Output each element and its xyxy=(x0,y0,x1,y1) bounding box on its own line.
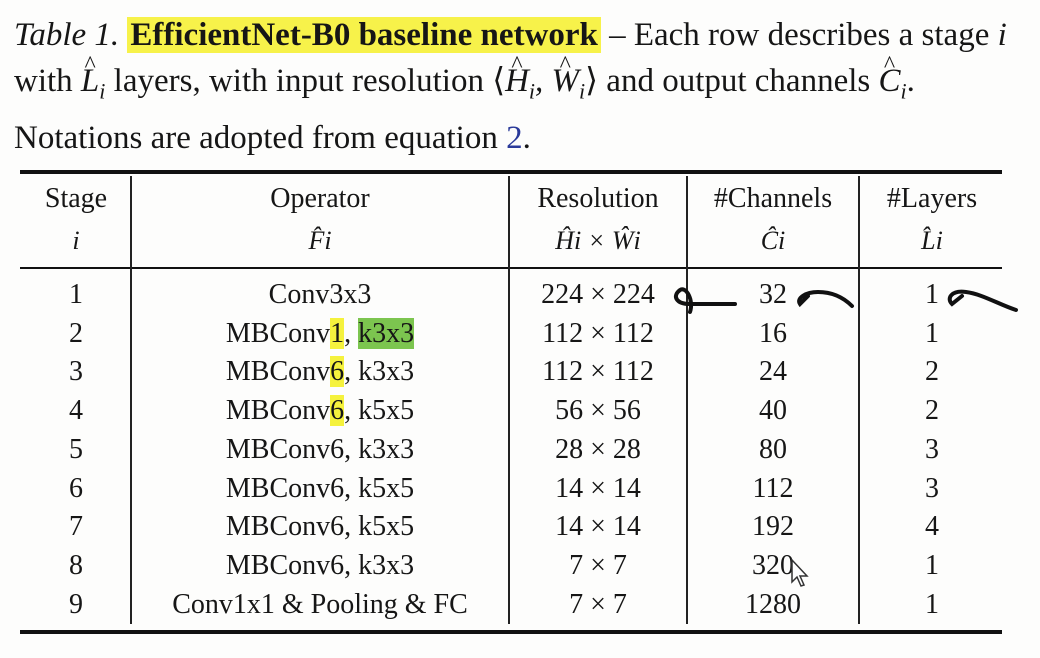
cell-resolution: 28 × 28 xyxy=(555,433,641,465)
cell-resolution: 14 × 14 xyxy=(555,511,641,543)
cell-resolution: 224 × 224 xyxy=(541,279,655,310)
equation-link[interactable]: 2 xyxy=(506,119,523,156)
cell-operator: MBConv6, k5x5 xyxy=(225,511,415,543)
cell-operator: MBConv6, k5x5 xyxy=(225,472,415,504)
caption-var-i: i xyxy=(997,17,1007,53)
cell-layers: 1 xyxy=(925,549,939,581)
cell-resolution: 112 × 112 xyxy=(542,317,654,349)
cell-channels: 80 xyxy=(759,433,787,465)
column-divider xyxy=(130,176,132,624)
table-top-rule xyxy=(20,170,1002,174)
cell-stage: 6 xyxy=(69,472,83,504)
cell-channels: 40 xyxy=(759,395,787,427)
cell-resolution: 14 × 14 xyxy=(555,472,641,504)
cell-resolution: 56 × 56 xyxy=(555,395,641,427)
cell-stage: 4 xyxy=(69,395,83,427)
table-caption: Table 1. EfficientNet-B0 baseline networ… xyxy=(14,12,1029,161)
cell-stage: 8 xyxy=(69,549,83,581)
cell-operator: Conv1x1 & Pooling & FC xyxy=(172,588,468,620)
cell-stage: 3 xyxy=(69,356,83,388)
header-channels: #Channels xyxy=(713,183,833,214)
cell-stage: 2 xyxy=(69,317,83,349)
cell-operator: MBConv6, k3x3 xyxy=(225,433,415,465)
header-layers: #Layers xyxy=(886,183,978,214)
cell-channels: 1280 xyxy=(745,588,801,620)
cell-stage: 9 xyxy=(69,588,83,620)
cell-channels: 16 xyxy=(759,317,787,349)
cell-channels: 112 xyxy=(752,472,794,504)
caption-var-C: Ci xyxy=(878,63,906,104)
caption-title: EfficientNet-B0 baseline network xyxy=(127,17,601,53)
caption-var-L: Li xyxy=(81,63,105,104)
cell-operator: MBConv6, k3x3 xyxy=(225,549,415,581)
table-bottom-rule xyxy=(20,630,1002,634)
cell-layers: 3 xyxy=(925,472,939,504)
header-layers-sub: L̂i xyxy=(921,226,943,255)
cell-resolution: 7 × 7 xyxy=(569,549,627,581)
column-divider xyxy=(858,176,860,624)
cell-channels: 192 xyxy=(752,511,794,543)
cell-channels: 24 xyxy=(759,356,787,388)
cell-layers: 2 xyxy=(925,395,939,427)
cell-layers: 1 xyxy=(925,279,939,310)
cell-stage: 1 xyxy=(69,279,83,310)
cell-operator: MBConv6, k3x3 xyxy=(225,356,415,388)
header-stage: Stage xyxy=(44,183,108,214)
header-operator: Operator xyxy=(270,183,370,214)
header-resolution-sub: Ĥi × Ŵi xyxy=(555,226,641,255)
header-channels-sub: Ĉi xyxy=(760,226,786,255)
cell-layers: 1 xyxy=(925,588,939,620)
column-divider xyxy=(508,176,510,624)
header-resolution: Resolution xyxy=(537,183,659,214)
cell-operator: Conv3x3 xyxy=(268,279,372,310)
cell-stage: 5 xyxy=(69,433,83,465)
cell-resolution: 112 × 112 xyxy=(542,356,654,388)
cell-operator: MBConv1, k3x3 xyxy=(225,317,415,349)
header-operator-sub: F̂i xyxy=(308,226,332,255)
cell-resolution: 7 × 7 xyxy=(569,588,627,620)
cell-layers: 1 xyxy=(925,317,939,349)
header-stage-sub: i xyxy=(72,226,80,255)
caption-var-HW: Hi, Wi xyxy=(505,63,585,104)
cell-layers: 4 xyxy=(925,511,939,543)
caption-label: Table 1. xyxy=(14,17,120,53)
cell-layers: 3 xyxy=(925,433,939,465)
cell-channels: 32 xyxy=(759,279,787,310)
caption-text: – Each row describes a stage xyxy=(600,17,998,53)
cell-operator: MBConv6, k5x5 xyxy=(225,395,415,427)
cell-stage: 7 xyxy=(69,511,83,543)
table-header-rule xyxy=(20,267,1002,269)
cell-channels: 320 xyxy=(752,549,794,581)
cell-layers: 2 xyxy=(925,356,939,388)
column-divider xyxy=(686,176,688,624)
